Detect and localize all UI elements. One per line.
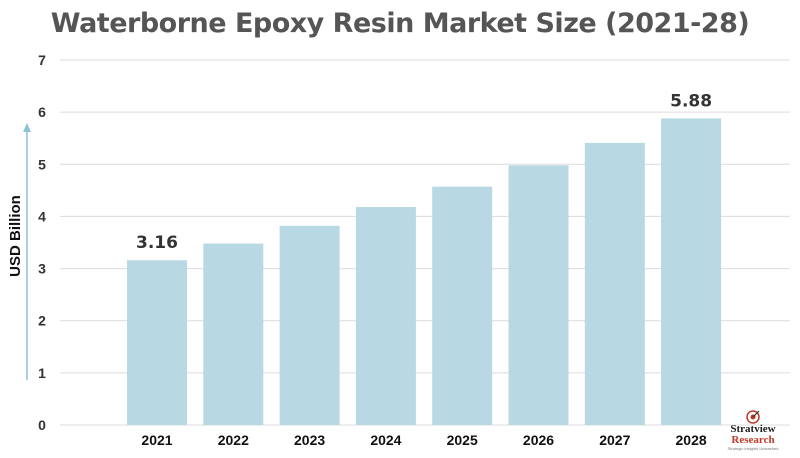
y-tick-label: 2 [38, 313, 46, 329]
bar [508, 165, 569, 426]
chart-title: Waterborne Epoxy Resin Market Size (2021… [50, 8, 750, 39]
bar [355, 207, 416, 425]
y-tick-label: 1 [38, 365, 46, 381]
y-axis-label: USD Billion [7, 195, 24, 277]
y-axis-arrowhead [23, 123, 31, 132]
y-tick-label: 0 [38, 417, 46, 433]
x-tick-label: 2028 [676, 432, 707, 448]
logo-target-icon [746, 410, 760, 424]
stratview-logo: Stratview Research Strategic Insights Un… [716, 410, 790, 451]
x-tick-label: 2023 [294, 432, 325, 448]
y-tick-label: 5 [38, 156, 46, 172]
data-label: 5.88 [670, 91, 712, 111]
x-tick-label: 2026 [523, 432, 554, 448]
logo-brand-line2: Research [731, 434, 775, 446]
bar [432, 186, 493, 425]
x-tick-label: 2022 [218, 432, 249, 448]
y-tick-label: 4 [38, 208, 46, 224]
y-tick-label: 6 [38, 104, 46, 120]
bar [203, 243, 264, 425]
x-tick-label: 2027 [599, 432, 630, 448]
x-tick-label: 2021 [141, 432, 172, 448]
bar [279, 225, 340, 425]
y-tick-label: 3 [38, 261, 46, 277]
bar [661, 118, 722, 426]
bar [127, 260, 187, 425]
logo-brand-line1: Stratview [730, 423, 776, 435]
x-tick-label: 2024 [370, 432, 401, 448]
data-label: 3.16 [136, 233, 178, 253]
y-tick-label: 7 [38, 52, 46, 68]
logo-tagline: Strategic Insights Unleashed [727, 446, 779, 451]
bar [584, 142, 645, 425]
x-tick-label: 2025 [447, 432, 478, 448]
